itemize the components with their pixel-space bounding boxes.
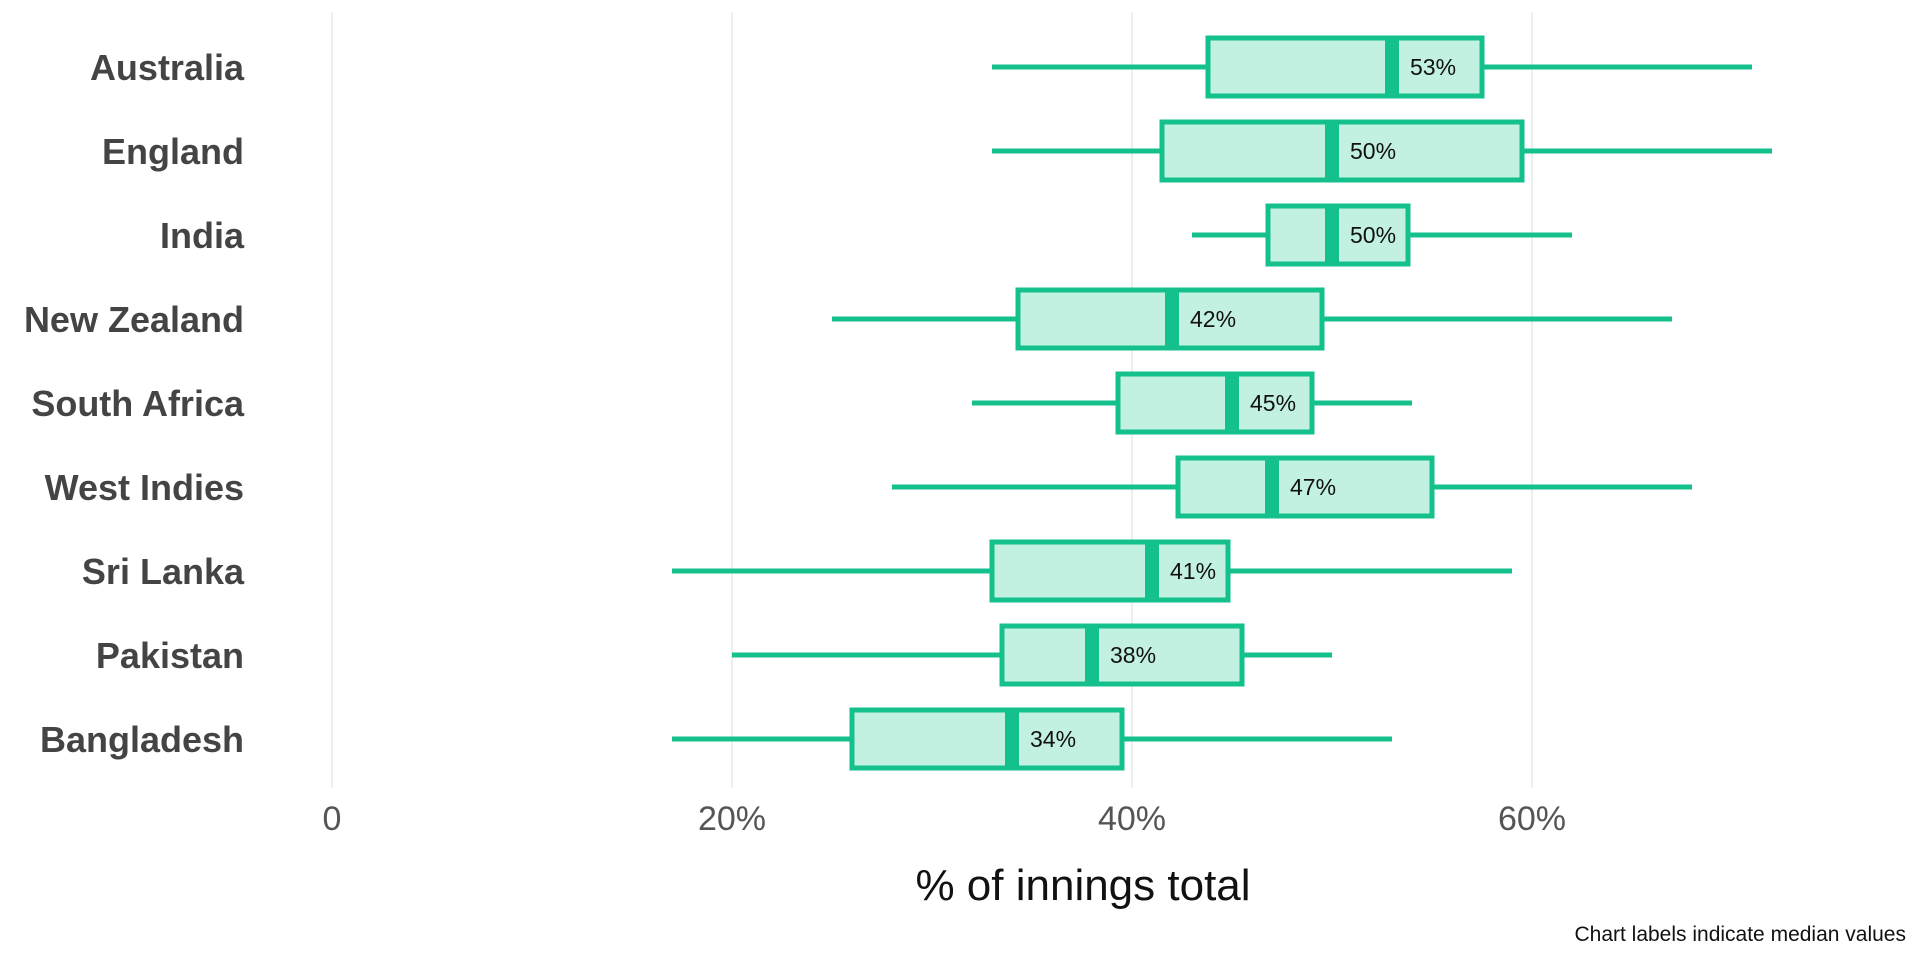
median-bar [1085,626,1099,684]
box-india: 50% [1192,203,1572,267]
category-label: Australia [90,47,245,88]
median-bar [1325,122,1339,180]
median-label: 42% [1190,306,1236,332]
category-label: England [102,131,244,172]
box-iqr [1175,455,1435,519]
category-label: New Zealand [24,299,244,340]
box-australia: 53% [992,35,1752,99]
category-label: South Africa [31,383,245,424]
box-iqr [999,623,1245,687]
box-iqr [1159,119,1525,183]
category-label: Sri Lanka [82,551,245,592]
category-label: Bangladesh [40,719,244,760]
median-label: 41% [1170,558,1216,584]
median-label: 50% [1350,222,1396,248]
category-labels: Australia England India New Zealand South Af… [24,47,245,760]
median-bar [1385,38,1399,96]
box-bangladesh: 34% [672,707,1392,771]
box-iqr [989,539,1231,603]
category-label: India [160,215,245,256]
box-west-indies: 47% [892,455,1692,519]
x-axis-ticks: 0 20% 40% 60% [323,800,1566,838]
median-label: 45% [1250,390,1296,416]
box-iqr [1205,35,1485,99]
x-tick-label: 60% [1498,800,1566,838]
median-bar [1145,542,1159,600]
box-new-zealand: 42% [832,287,1672,351]
x-tick-label: 20% [698,800,766,838]
category-label: Pakistan [96,635,244,676]
median-label: 38% [1110,642,1156,668]
box-iqr [1115,371,1315,435]
median-bar [1325,206,1339,264]
median-label: 34% [1030,726,1076,752]
box-south-africa: 45% [972,371,1412,435]
chart-caption: Chart labels indicate median values [1574,923,1906,946]
box-pakistan: 38% [732,623,1332,687]
x-axis-title: % of innings total [915,861,1250,910]
box-england: 50% [992,119,1772,183]
box-iqr [849,707,1125,771]
median-bar [1005,710,1019,768]
median-label: 50% [1350,138,1396,164]
median-bar [1225,374,1239,432]
median-bar [1265,458,1279,516]
median-label: 47% [1290,474,1336,500]
median-bar [1165,290,1179,348]
category-label: West Indies [45,467,244,508]
box-sri-lanka: 41% [672,539,1512,603]
box-series: 53% 50% 50% 42% 45% 47% 41% 38% 34% [672,35,1772,771]
median-label: 53% [1410,54,1456,80]
x-tick-label: 40% [1098,800,1166,838]
x-tick-label: 0 [323,800,342,838]
